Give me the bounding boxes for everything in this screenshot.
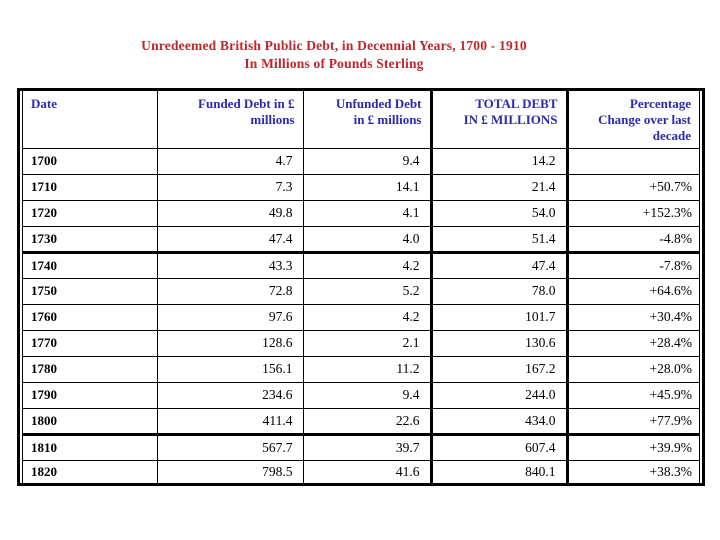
cell-funded: 72.8 — [156, 278, 303, 305]
cell-date: 1790 — [23, 382, 157, 409]
cell-total: 14.2 — [429, 148, 569, 175]
cell-unfunded: 9.4 — [302, 382, 431, 409]
cell-funded: 128.6 — [156, 330, 303, 357]
cell-pct: -7.8% — [567, 252, 699, 279]
cell-total: 78.0 — [429, 278, 569, 305]
cell-pct: +30.4% — [567, 304, 699, 331]
cell-date: 1760 — [23, 304, 157, 331]
cell-unfunded: 14.1 — [302, 174, 431, 201]
slide-title-line2: In Millions of Pounds Sterling — [244, 56, 424, 71]
col-header-percentage-change: Percentage Change over last decade — [567, 91, 699, 149]
cell-date: 1720 — [23, 200, 157, 227]
header-row: Date Funded Debt in £ millions Unfunded … — [23, 91, 699, 149]
cell-total: 244.0 — [429, 382, 569, 409]
cell-total: 47.4 — [429, 252, 569, 279]
table-row: 1740 43.3 4.2 47.4 -7.8% — [23, 252, 699, 279]
cell-date: 1770 — [23, 330, 157, 357]
cell-date: 1780 — [23, 356, 157, 383]
table-row: 1770 128.6 2.1 130.6 +28.4% — [23, 330, 699, 357]
cell-pct: +45.9% — [567, 382, 699, 409]
cell-unfunded: 4.0 — [302, 226, 431, 254]
cell-date: 1750 — [23, 278, 157, 305]
cell-unfunded: 39.7 — [302, 434, 431, 461]
slide-title: Unredeemed British Public Debt, in Decen… — [0, 37, 668, 73]
table-row: 1790 234.6 9.4 244.0 +45.9% — [23, 382, 699, 409]
cell-total: 101.7 — [429, 304, 569, 331]
cell-pct: +28.4% — [567, 330, 699, 357]
col-header-funded-debt: Funded Debt in £ millions — [156, 91, 303, 149]
cell-date: 1810 — [23, 434, 157, 461]
cell-pct — [567, 148, 699, 175]
cell-total: 21.4 — [429, 174, 569, 201]
cell-pct: +50.7% — [567, 174, 699, 201]
cell-pct: +152.3% — [567, 200, 699, 227]
cell-date: 1820 — [23, 460, 157, 483]
cell-unfunded: 2.1 — [302, 330, 431, 357]
cell-funded: 7.3 — [156, 174, 303, 201]
cell-total: 434.0 — [429, 408, 569, 436]
cell-pct: +28.0% — [567, 356, 699, 383]
cell-date: 1710 — [23, 174, 157, 201]
cell-funded: 411.4 — [156, 408, 303, 436]
cell-unfunded: 4.1 — [302, 200, 431, 227]
cell-funded: 798.5 — [156, 460, 303, 483]
cell-funded: 4.7 — [156, 148, 303, 175]
cell-pct: +64.6% — [567, 278, 699, 305]
table-row: 1800 411.4 22.6 434.0 +77.9% — [23, 408, 699, 436]
table-row: 1810 567.7 39.7 607.4 +39.9% — [23, 434, 699, 461]
table-row: 1700 4.7 9.4 14.2 — [23, 148, 699, 175]
cell-funded: 43.3 — [156, 252, 303, 279]
debt-table-frame: Date Funded Debt in £ millions Unfunded … — [17, 88, 705, 486]
cell-total: 130.6 — [429, 330, 569, 357]
col-header-total-debt: TOTAL DEBT IN £ MILLIONS — [429, 91, 569, 149]
table-row: 1750 72.8 5.2 78.0 +64.6% — [23, 278, 699, 305]
cell-pct: +77.9% — [567, 408, 699, 436]
cell-funded: 156.1 — [156, 356, 303, 383]
cell-unfunded: 41.6 — [302, 460, 431, 483]
cell-unfunded: 11.2 — [302, 356, 431, 383]
cell-funded: 567.7 — [156, 434, 303, 461]
cell-date: 1700 — [23, 148, 157, 175]
cell-pct: -4.8% — [567, 226, 699, 254]
table-body: 1700 4.7 9.4 14.2 1710 7.3 14.1 21.4 +50.7% 1720 4… — [23, 148, 699, 483]
table-row: 1710 7.3 14.1 21.4 +50.7% — [23, 174, 699, 201]
table-row: 1720 49.8 4.1 54.0 +152.3% — [23, 200, 699, 227]
cell-funded: 49.8 — [156, 200, 303, 227]
debt-table-inner-border: Date Funded Debt in £ millions Unfunded … — [22, 91, 700, 483]
cell-date: 1730 — [23, 226, 157, 254]
debt-table: Date Funded Debt in £ millions Unfunded … — [23, 91, 699, 483]
cell-unfunded: 4.2 — [302, 252, 431, 279]
cell-pct: +38.3% — [567, 460, 699, 483]
slide-title-line1: Unredeemed British Public Debt, in Decen… — [141, 38, 527, 53]
col-header-unfunded-debt: Unfunded Debt in £ millions — [302, 91, 431, 149]
cell-total: 167.2 — [429, 356, 569, 383]
cell-total: 607.4 — [429, 434, 569, 461]
cell-unfunded: 5.2 — [302, 278, 431, 305]
table-row: 1730 47.4 4.0 51.4 -4.8% — [23, 226, 699, 254]
cell-total: 840.1 — [429, 460, 569, 483]
cell-unfunded: 22.6 — [302, 408, 431, 436]
cell-unfunded: 4.2 — [302, 304, 431, 331]
cell-total: 54.0 — [429, 200, 569, 227]
cell-total: 51.4 — [429, 226, 569, 254]
table-row: 1760 97.6 4.2 101.7 +30.4% — [23, 304, 699, 331]
cell-funded: 97.6 — [156, 304, 303, 331]
cell-funded: 47.4 — [156, 226, 303, 254]
cell-date: 1800 — [23, 408, 157, 436]
table-row: 1780 156.1 11.2 167.2 +28.0% — [23, 356, 699, 383]
cell-date: 1740 — [23, 252, 157, 279]
table-row: 1820 798.5 41.6 840.1 +38.3% — [23, 460, 699, 483]
cell-unfunded: 9.4 — [302, 148, 431, 175]
cell-pct: +39.9% — [567, 434, 699, 461]
cell-funded: 234.6 — [156, 382, 303, 409]
col-header-date: Date — [23, 91, 157, 149]
